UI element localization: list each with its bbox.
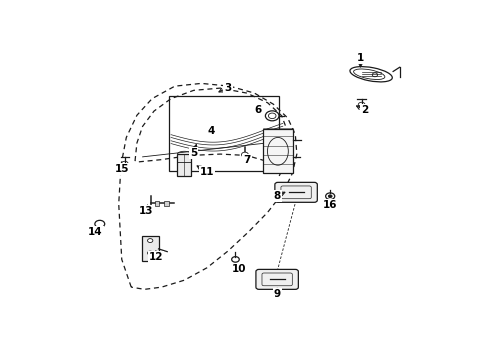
Text: 6: 6 bbox=[254, 105, 261, 115]
FancyBboxPatch shape bbox=[274, 183, 317, 202]
Text: 13: 13 bbox=[139, 206, 153, 216]
Text: 14: 14 bbox=[88, 227, 102, 237]
Text: 3: 3 bbox=[224, 82, 231, 93]
Bar bbox=[154, 201, 159, 206]
FancyBboxPatch shape bbox=[255, 269, 298, 289]
Text: 11: 11 bbox=[200, 167, 214, 177]
Circle shape bbox=[241, 152, 248, 157]
Bar bbox=[177, 154, 191, 176]
Circle shape bbox=[327, 195, 331, 198]
Circle shape bbox=[147, 239, 153, 243]
Text: 10: 10 bbox=[231, 264, 246, 274]
Text: 8: 8 bbox=[273, 191, 280, 201]
Text: 12: 12 bbox=[148, 252, 163, 262]
Bar bbox=[169, 96, 279, 171]
Circle shape bbox=[147, 251, 153, 255]
Bar bbox=[142, 237, 158, 261]
Text: 15: 15 bbox=[114, 164, 129, 174]
Text: 1: 1 bbox=[356, 53, 364, 63]
Bar bbox=[262, 129, 292, 174]
Bar bbox=[164, 201, 168, 206]
Text: 5: 5 bbox=[190, 148, 197, 158]
Text: 9: 9 bbox=[273, 289, 280, 299]
Text: 2: 2 bbox=[360, 105, 367, 115]
Text: 4: 4 bbox=[207, 126, 214, 135]
Text: 7: 7 bbox=[243, 155, 250, 165]
Text: 16: 16 bbox=[322, 201, 337, 210]
